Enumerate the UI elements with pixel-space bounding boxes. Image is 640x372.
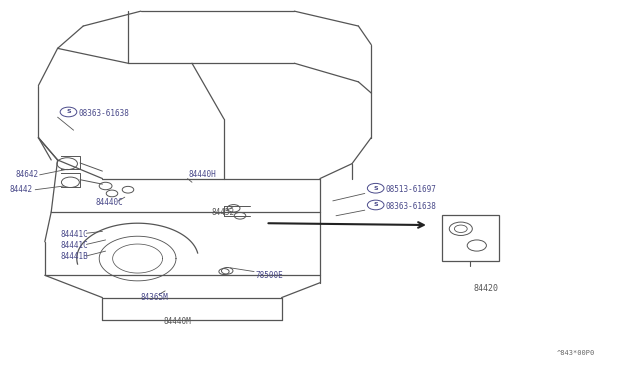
Text: 84441C: 84441C xyxy=(61,241,88,250)
Text: 84452: 84452 xyxy=(211,208,234,217)
FancyBboxPatch shape xyxy=(442,215,499,261)
Text: 08513-61697: 08513-61697 xyxy=(386,185,436,194)
Text: 84440C: 84440C xyxy=(96,198,124,207)
Text: 84440H: 84440H xyxy=(189,170,216,179)
Text: 84365M: 84365M xyxy=(141,293,168,302)
Text: 08363-61638: 08363-61638 xyxy=(386,202,436,211)
Text: 84440M: 84440M xyxy=(163,317,191,326)
Text: S: S xyxy=(373,202,378,208)
Text: 84420: 84420 xyxy=(474,284,499,293)
Text: S: S xyxy=(373,186,378,191)
Text: 84442: 84442 xyxy=(10,185,33,194)
Text: 08363-61638: 08363-61638 xyxy=(79,109,129,118)
Text: 84441C: 84441C xyxy=(61,230,88,239)
Text: ^843*00P0: ^843*00P0 xyxy=(557,350,595,356)
Text: 84642: 84642 xyxy=(16,170,39,179)
Text: 78500E: 78500E xyxy=(256,271,284,280)
Text: 84441B: 84441B xyxy=(61,252,88,261)
Text: S: S xyxy=(66,109,71,115)
